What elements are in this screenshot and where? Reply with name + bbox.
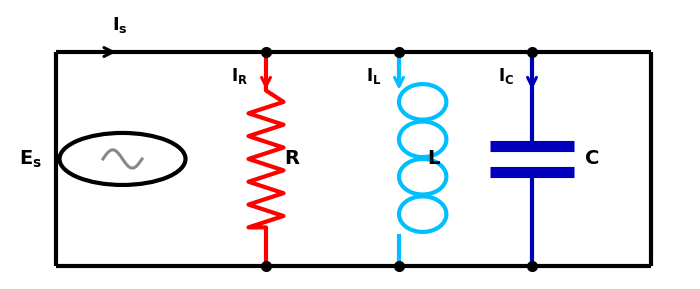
Text: $\mathbf{E_s}$: $\mathbf{E_s}$ <box>19 148 42 170</box>
Text: $\mathbf{L}$: $\mathbf{L}$ <box>427 149 441 168</box>
Text: $\mathbf{I_L}$: $\mathbf{I_L}$ <box>366 66 382 86</box>
Text: $\mathbf{I_C}$: $\mathbf{I_C}$ <box>498 66 514 86</box>
Text: $\mathbf{C}$: $\mathbf{C}$ <box>584 149 600 168</box>
Circle shape <box>60 133 186 185</box>
Text: $\mathbf{R}$: $\mathbf{R}$ <box>284 149 300 168</box>
Text: $\mathbf{I_R}$: $\mathbf{I_R}$ <box>232 66 248 86</box>
Text: $\mathbf{I_s}$: $\mathbf{I_s}$ <box>112 15 127 35</box>
